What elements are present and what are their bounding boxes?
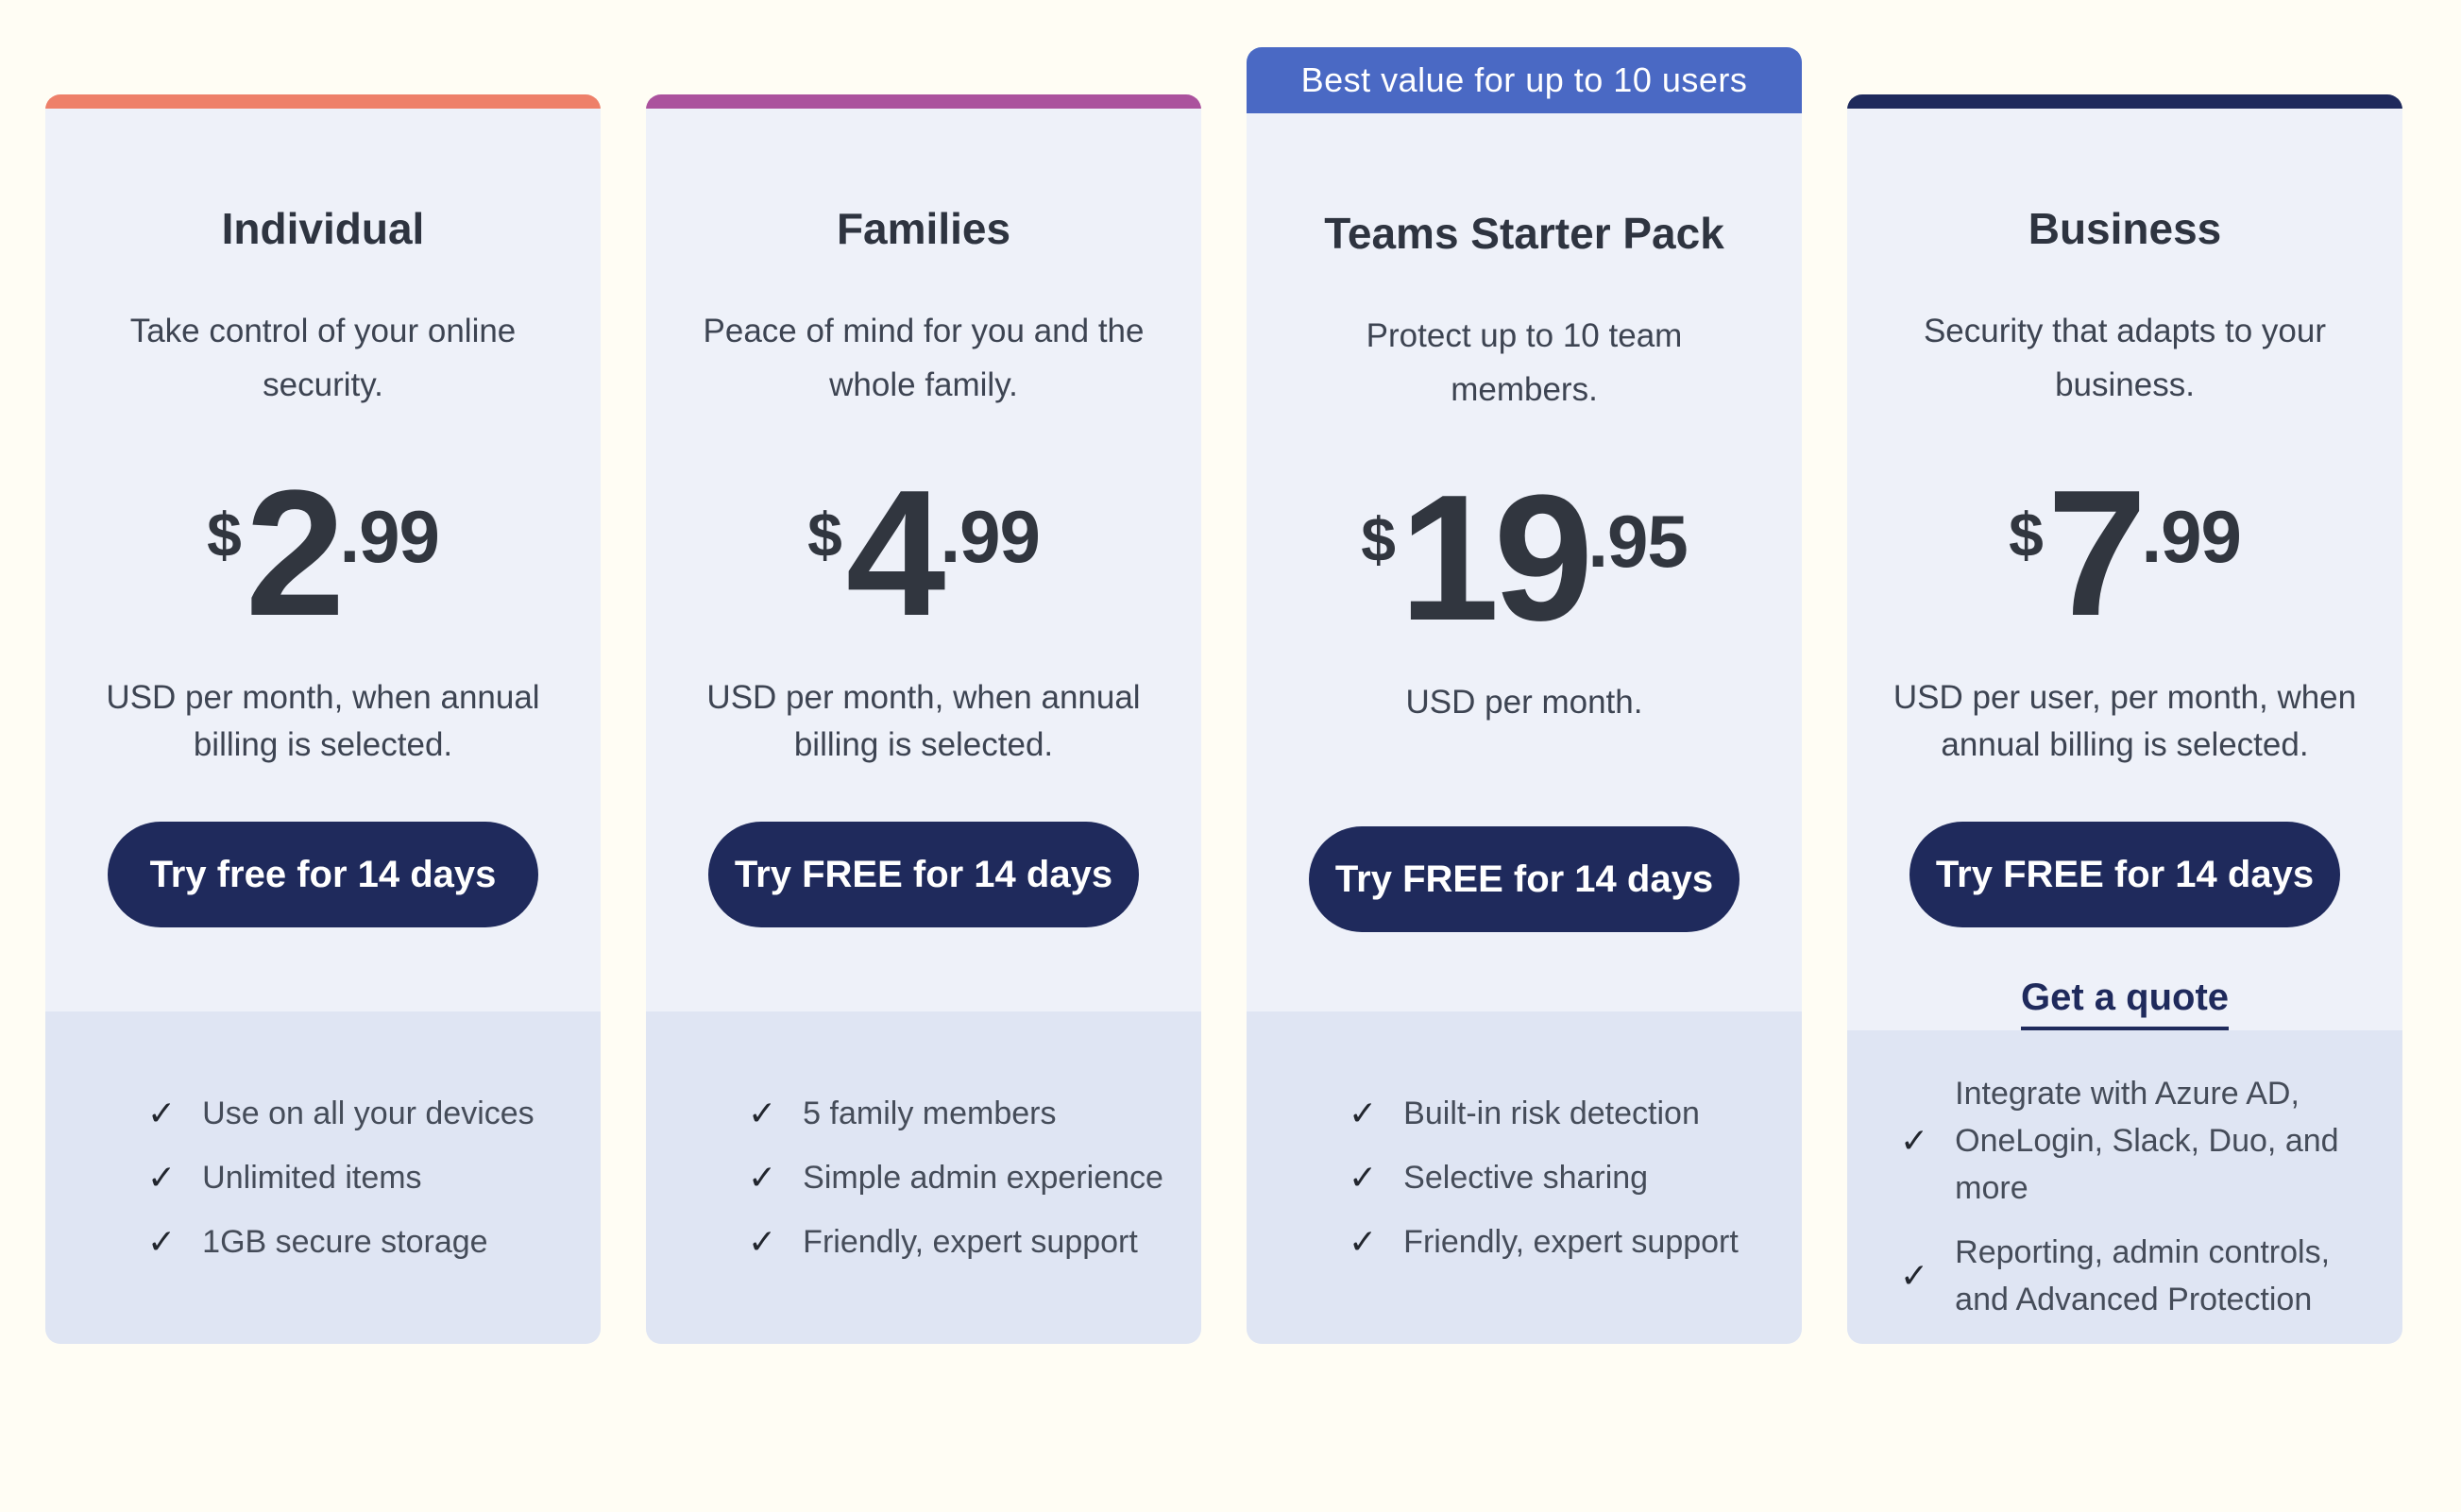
check-icon: ✓ [147, 1222, 177, 1261]
feature-item: ✓ Simple admin experience [748, 1154, 1179, 1201]
price-cents: .99 [2141, 495, 2241, 578]
trial-cta-button[interactable]: Try FREE for 14 days [708, 822, 1139, 927]
plan-title: Families [836, 204, 1011, 253]
feature-item: ✓ Built-in risk detection [1349, 1090, 1779, 1137]
plan-price: $4.99 [691, 440, 1156, 648]
billing-note: USD per month, when annual billing is se… [706, 679, 1141, 763]
price-cents: .99 [339, 495, 439, 578]
price-dollars: 19 [1399, 458, 1593, 658]
feature-list: ✓ Built-in risk detection ✓ Selective shar… [1247, 1090, 1779, 1266]
card-body: Teams Starter Pack Protect up to 10 team… [1247, 113, 1802, 1011]
plan-price: $7.99 [1892, 440, 2357, 648]
trial-cta-button[interactable]: Try FREE for 14 days [1909, 822, 2340, 927]
pricing-card-business: Business Security that adapts to your bu… [1847, 94, 2402, 1344]
price-cents: .99 [940, 495, 1040, 578]
price-dollars: 4 [845, 453, 946, 654]
check-icon: ✓ [1900, 1256, 1929, 1295]
card-body: Families Peace of mind for you and the w… [646, 109, 1201, 1011]
feature-list: ✓ Use on all your devices ✓ Unlimited item… [45, 1090, 578, 1266]
plan-tagline: Take control of your online security. [129, 313, 517, 403]
accent-bar [45, 94, 601, 109]
pricing-card-teams-starter-pack: Best value for up to 10 users Teams Star… [1247, 47, 1802, 1344]
card-footer: ✓ Built-in risk detection ✓ Selective shar… [1247, 1011, 1802, 1344]
feature-item: ✓ Integrate with Azure AD, OneLogin, Slac… [1900, 1076, 2339, 1206]
feature-item: ✓ Friendly, expert support [748, 1218, 1179, 1266]
currency-symbol: $ [207, 500, 242, 569]
plan-price: $2.99 [91, 440, 555, 648]
plan-title: Individual [221, 204, 425, 253]
feature-item: ✓ 5 family members [748, 1090, 1179, 1137]
billing-note: USD per month. [1405, 684, 1643, 721]
price-cents: .95 [1587, 500, 1688, 583]
check-icon: ✓ [748, 1222, 777, 1261]
check-icon: ✓ [147, 1158, 177, 1197]
feature-item: ✓ Reporting, admin controls, and Advanced… [1900, 1234, 2331, 1317]
billing-note: USD per month, when annual billing is se… [106, 679, 540, 763]
card-body: Business Security that adapts to your bu… [1847, 109, 2402, 1030]
check-icon: ✓ [748, 1094, 777, 1132]
plan-price: $19.95 [1292, 445, 1757, 653]
currency-symbol: $ [807, 500, 842, 569]
plan-tagline: Security that adapts to your business. [1923, 313, 2327, 403]
feature-list: ✓ 5 family members ✓ Simple admin experien… [646, 1090, 1179, 1266]
check-icon: ✓ [1900, 1121, 1929, 1160]
feature-item: ✓ Friendly, expert support [1349, 1218, 1779, 1266]
price-dollars: 7 [2046, 453, 2147, 654]
feature-item: ✓ Unlimited items [147, 1154, 578, 1201]
price-dollars: 2 [245, 453, 346, 654]
plan-tagline: Protect up to 10 team members. [1366, 317, 1683, 408]
card-body: Individual Take control of your online s… [45, 109, 601, 1011]
feature-list: ✓ Integrate with Azure AD, OneLogin, Slac… [1847, 1070, 2380, 1323]
card-footer: ✓ Integrate with Azure AD, OneLogin, Slac… [1847, 1030, 2402, 1344]
check-icon: ✓ [147, 1094, 177, 1132]
card-footer: ✓ Use on all your devices ✓ Unlimited item… [45, 1011, 601, 1344]
accent-bar [646, 94, 1201, 109]
best-value-badge: Best value for up to 10 users [1247, 47, 1802, 113]
check-icon: ✓ [1349, 1158, 1378, 1197]
get-a-quote-link[interactable]: Get a quote [2020, 977, 2230, 1030]
trial-cta-button[interactable]: Try FREE for 14 days [1309, 826, 1740, 932]
currency-symbol: $ [2009, 500, 2044, 569]
check-icon: ✓ [748, 1158, 777, 1197]
plan-tagline: Peace of mind for you and the whole fami… [703, 313, 1145, 403]
feature-item: ✓ Selective sharing [1349, 1154, 1779, 1201]
plan-title: Teams Starter Pack [1324, 209, 1724, 258]
pricing-card-families: Families Peace of mind for you and the w… [646, 94, 1201, 1344]
card-footer: ✓ 5 family members ✓ Simple admin experien… [646, 1011, 1201, 1344]
currency-symbol: $ [1361, 504, 1396, 574]
accent-bar [1847, 94, 2402, 109]
billing-note: USD per user, per month, when annual bil… [1892, 679, 2357, 763]
check-icon: ✓ [1349, 1094, 1378, 1132]
feature-item: ✓ 1GB secure storage [147, 1218, 578, 1266]
pricing-table: Individual Take control of your online s… [45, 47, 2402, 1344]
pricing-card-individual: Individual Take control of your online s… [45, 94, 601, 1344]
trial-cta-button[interactable]: Try free for 14 days [108, 822, 538, 927]
plan-title: Business [2028, 204, 2222, 253]
feature-item: ✓ Use on all your devices [147, 1090, 578, 1137]
check-icon: ✓ [1349, 1222, 1378, 1261]
